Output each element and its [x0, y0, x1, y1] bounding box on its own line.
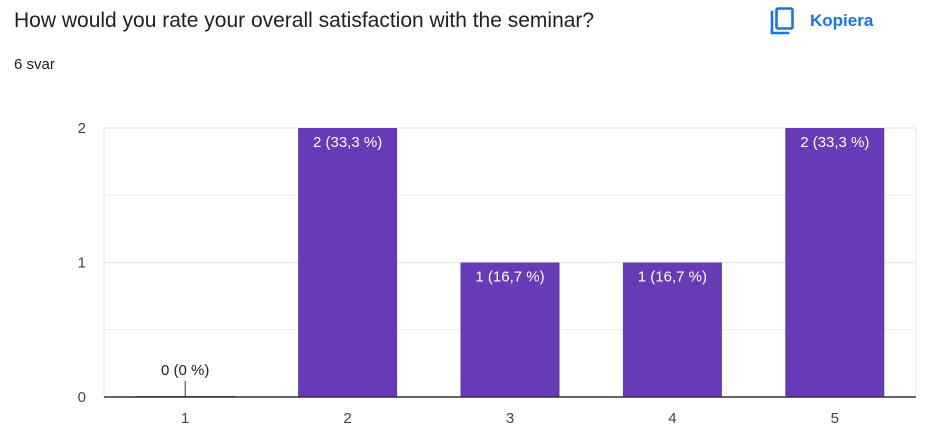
data-label: 2 (33,3 %): [313, 134, 382, 151]
data-label: 1 (16,7 %): [638, 269, 707, 286]
bar: [460, 262, 560, 397]
copy-button[interactable]: Kopiera: [768, 4, 881, 38]
data-label: 1 (16,7 %): [475, 269, 544, 286]
data-label: 0 (0 %): [161, 362, 209, 379]
bar: [622, 262, 722, 397]
chart-canvas: 0 1 2 0 (0 %) 1 2 (33,3 %) 2 1 (16,7 %) 3 1 (16,7…: [78, 120, 917, 427]
bar: [298, 128, 398, 397]
y-tick-label: 0: [78, 389, 86, 406]
copy-icon: [768, 6, 796, 36]
x-tick-label: 1: [181, 410, 189, 427]
bar-chart: 0 1 2 0 (0 %) 1 2 (33,3 %) 2 1 (16,7 %) 3 1 (16,7…: [0, 110, 927, 436]
response-count: 6 svar: [14, 56, 55, 73]
y-tick-label: 2: [78, 120, 86, 137]
x-tick-label: 3: [506, 410, 514, 427]
x-tick-label: 4: [668, 410, 676, 427]
question-title: How would you rate your overall satisfac…: [14, 9, 595, 32]
copy-button-label: Kopiera: [810, 11, 874, 30]
bar: [785, 128, 885, 397]
data-label: 2 (33,3 %): [800, 134, 869, 151]
x-tick-label: 2: [343, 410, 351, 427]
y-tick-label: 1: [78, 255, 86, 272]
x-tick-label: 5: [831, 410, 839, 427]
